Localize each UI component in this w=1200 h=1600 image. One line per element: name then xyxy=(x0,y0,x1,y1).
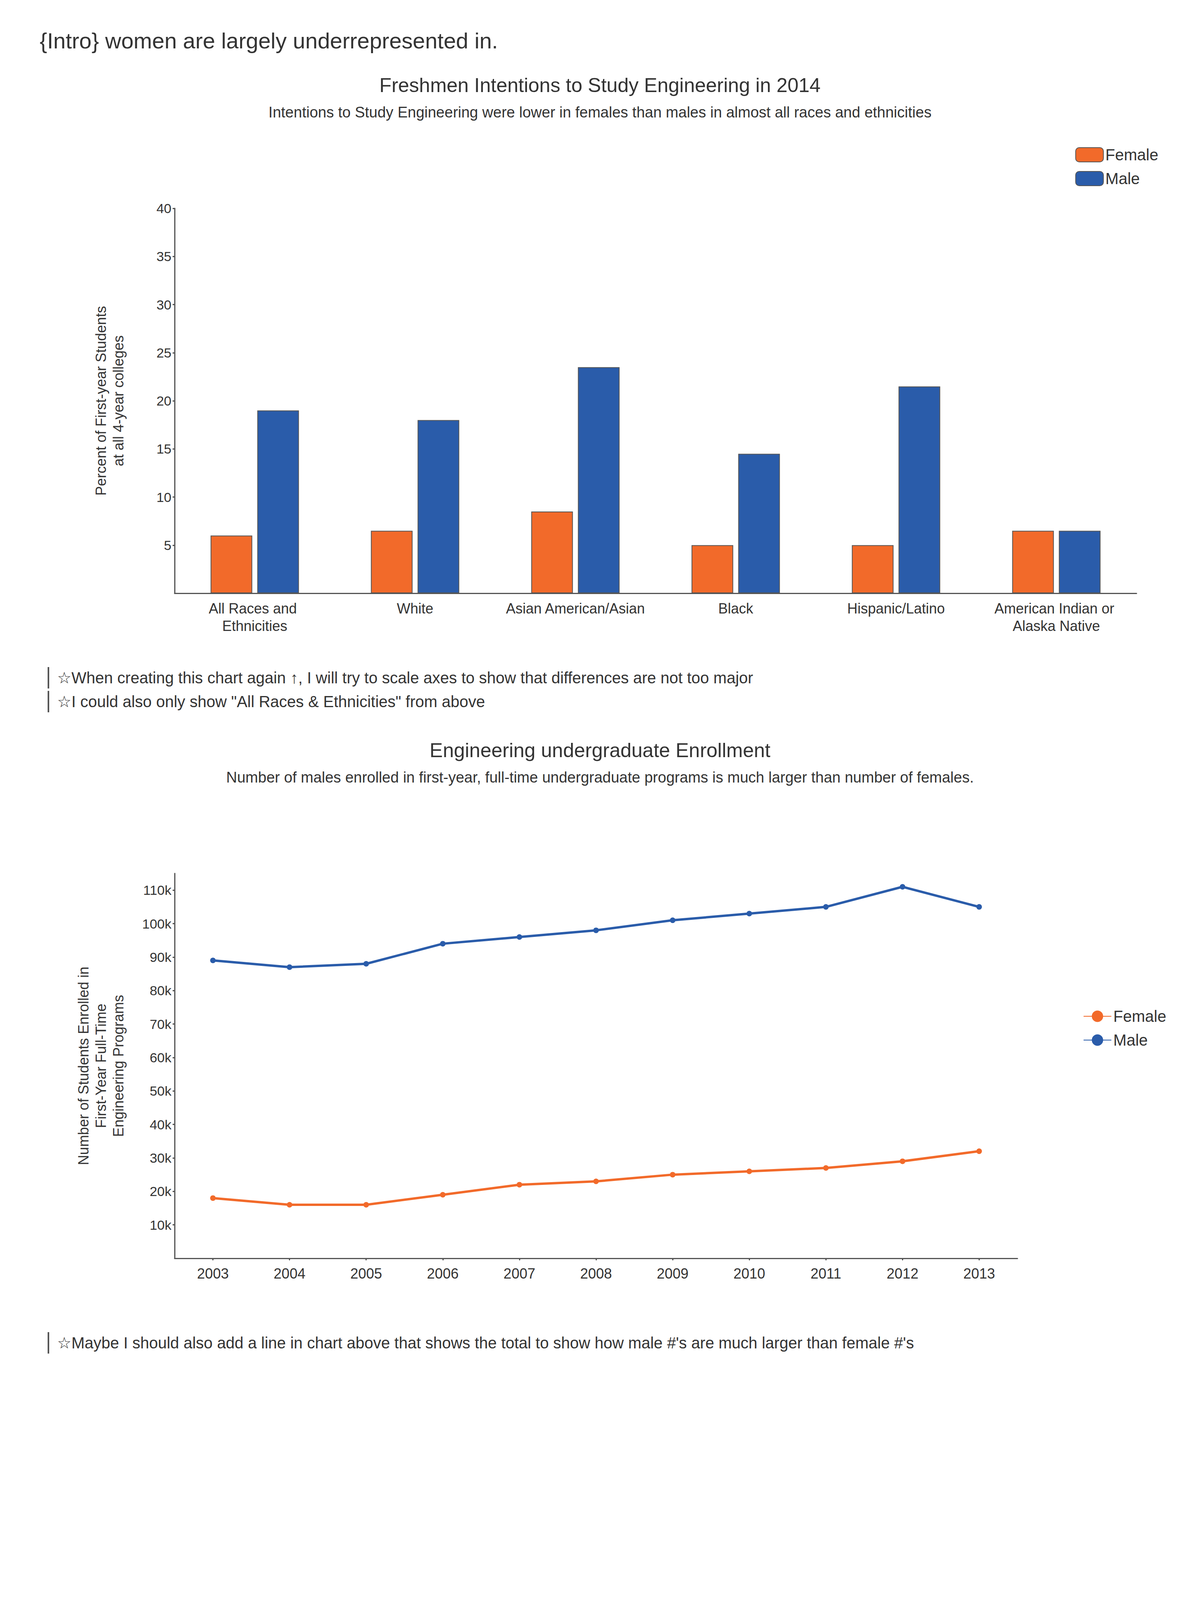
svg-text:Male: Male xyxy=(1113,1031,1149,1049)
svg-text:2012: 2012 xyxy=(886,1265,919,1282)
svg-text:20k: 20k xyxy=(149,1183,172,1199)
svg-text:Intentions to Study Engineerin: Intentions to Study Engineering were low… xyxy=(268,103,932,121)
svg-text:40: 40 xyxy=(156,200,172,216)
svg-text:2004: 2004 xyxy=(273,1265,306,1282)
svg-text:15: 15 xyxy=(156,441,172,457)
svg-text:10k: 10k xyxy=(149,1217,172,1233)
html-text:☆I could also only show "All R: ☆I could also only show "All Races & Eth… xyxy=(57,692,485,711)
svg-text:Number of males enrolled in fi: Number of males enrolled in first-year, … xyxy=(226,769,974,786)
svg-text:Male: Male xyxy=(1105,169,1141,188)
svg-text:Female: Female xyxy=(1105,146,1159,164)
svg-text:80k: 80k xyxy=(149,982,172,999)
html-text:{Intro} women are largely unde: {Intro} women are largely underrepresent… xyxy=(39,28,498,54)
svg-text:Black: Black xyxy=(718,600,754,617)
svg-text:Hispanic/Latino: Hispanic/Latino xyxy=(847,600,945,617)
svg-text:2009: 2009 xyxy=(656,1265,689,1282)
svg-text:2008: 2008 xyxy=(580,1265,612,1282)
svg-text:100k: 100k xyxy=(142,916,172,932)
svg-text:110k: 110k xyxy=(143,882,172,898)
svg-text:2005: 2005 xyxy=(350,1265,383,1282)
svg-text:2010: 2010 xyxy=(733,1265,766,1282)
svg-text:2011: 2011 xyxy=(810,1265,842,1282)
svg-text:All Races and: All Races and xyxy=(208,600,301,617)
svg-text:Engineering undergraduate Enro: Engineering undergraduate Enrollment xyxy=(429,739,771,762)
svg-text:Engineering Programs: Engineering Programs xyxy=(110,994,127,1137)
svg-text:at all 4-year colleges: at all 4-year colleges xyxy=(110,335,127,467)
svg-text:Female: Female xyxy=(1113,1007,1167,1025)
svg-text:Freshmen Intentions to Study E: Freshmen Intentions to Study Engineering… xyxy=(379,74,821,97)
svg-text:2003: 2003 xyxy=(196,1265,229,1282)
svg-text:Alaska Native: Alaska Native xyxy=(1012,617,1100,635)
svg-text:Number of Students Enrolled in: Number of Students Enrolled in xyxy=(75,966,92,1166)
svg-text:2006: 2006 xyxy=(426,1265,459,1282)
svg-text:60k: 60k xyxy=(149,1050,172,1066)
svg-text:First-Year Full-Time: First-Year Full-Time xyxy=(92,1003,110,1128)
html-text:☆When creating this chart agai: ☆When creating this chart again ↑, I wil… xyxy=(57,669,754,687)
svg-text:30k: 30k xyxy=(149,1150,172,1166)
svg-text:70k: 70k xyxy=(149,1016,172,1032)
svg-text:2013: 2013 xyxy=(963,1265,995,1282)
svg-text:25: 25 xyxy=(156,345,172,361)
svg-text:Ethnicities: Ethnicities xyxy=(222,617,288,635)
svg-text:White: White xyxy=(396,600,434,617)
svg-text:Percent of First-year Students: Percent of First-year Students xyxy=(92,305,110,496)
svg-text:20: 20 xyxy=(156,393,172,409)
svg-text:50k: 50k xyxy=(149,1083,172,1099)
svg-text:40k: 40k xyxy=(149,1117,172,1133)
svg-text:35: 35 xyxy=(156,248,172,264)
svg-text:90k: 90k xyxy=(149,949,172,965)
svg-text:2007: 2007 xyxy=(503,1265,536,1282)
svg-text:10: 10 xyxy=(156,489,172,505)
html-text:☆Maybe I should also add a lin: ☆Maybe I should also add a line in chart… xyxy=(57,1334,914,1352)
svg-text:Asian American/Asian: Asian American/Asian xyxy=(505,600,645,617)
svg-text:30: 30 xyxy=(156,297,172,313)
svg-text:American Indian or: American Indian or xyxy=(994,600,1119,617)
svg-text:5: 5 xyxy=(163,537,172,553)
